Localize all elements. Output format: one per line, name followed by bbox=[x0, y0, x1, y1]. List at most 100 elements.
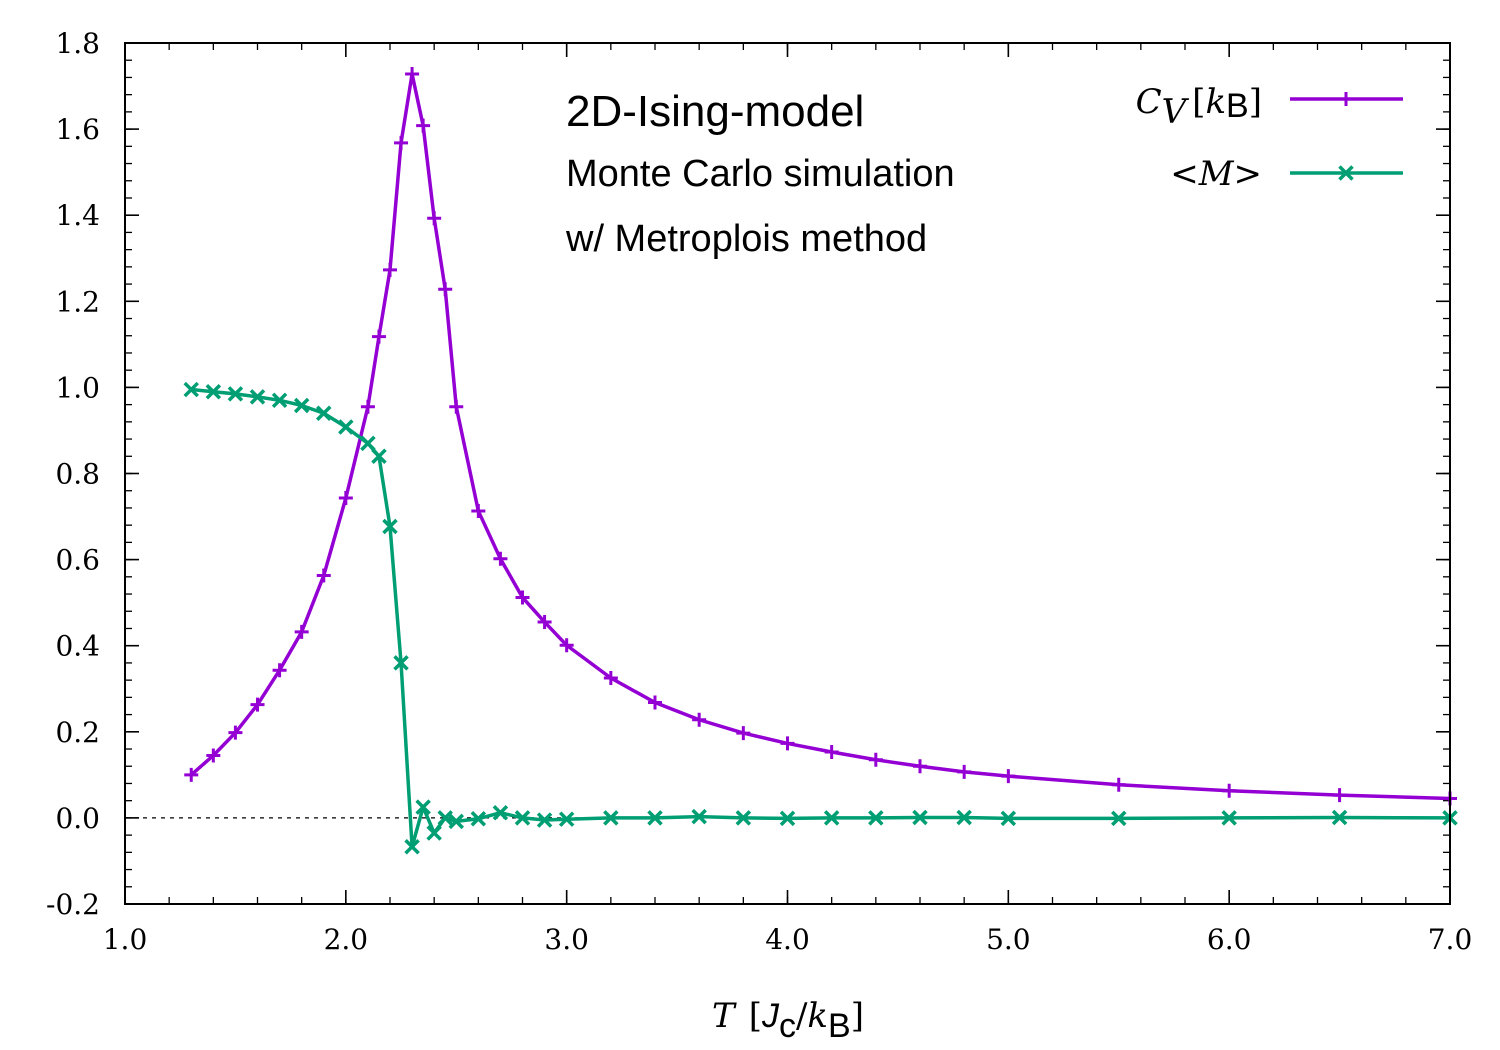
point-cv bbox=[383, 262, 397, 277]
point-cv bbox=[1222, 783, 1237, 798]
point-m bbox=[415, 799, 431, 815]
point-cv bbox=[206, 748, 221, 763]
legend-cv-var-sub: V bbox=[1162, 92, 1190, 132]
point-cv bbox=[272, 663, 287, 678]
point-cv bbox=[427, 211, 442, 226]
point-cv bbox=[493, 551, 508, 566]
y-tick-label: 1.2 bbox=[55, 285, 100, 318]
x-axis-var: T bbox=[712, 996, 737, 1036]
x-tick-label: 3.0 bbox=[544, 923, 589, 956]
point-m bbox=[360, 435, 376, 452]
point-cv bbox=[438, 282, 453, 297]
point-m bbox=[404, 839, 420, 855]
point-m bbox=[912, 809, 928, 826]
point-m bbox=[393, 655, 409, 671]
legend-marker-m-glyph bbox=[1338, 165, 1354, 181]
point-cv bbox=[184, 767, 199, 782]
point-cv bbox=[515, 590, 530, 605]
point-m bbox=[382, 518, 398, 535]
point-m bbox=[536, 812, 553, 828]
point-cv bbox=[868, 752, 883, 767]
annotation-title: 2D-Ising-model bbox=[566, 87, 864, 136]
point-cv bbox=[371, 329, 386, 344]
point-m bbox=[779, 810, 796, 827]
point-m bbox=[316, 405, 332, 421]
point-m bbox=[271, 392, 288, 409]
point-m bbox=[868, 810, 884, 826]
legend-cv-unit: k bbox=[1205, 82, 1226, 122]
y-tick-label: 0.4 bbox=[55, 630, 100, 663]
legend-cv-close: ] bbox=[1249, 82, 1262, 122]
point-cv bbox=[957, 764, 972, 779]
x-axis-unit-a-sub: c bbox=[779, 1007, 796, 1045]
legend-marker-cv-glyph bbox=[1339, 92, 1353, 106]
x-axis-label: T [Jc/kB] bbox=[712, 996, 864, 1045]
point-m bbox=[448, 813, 464, 830]
x-axis-slash: / bbox=[796, 996, 808, 1036]
y-tick-label: 0.6 bbox=[55, 544, 100, 577]
point-m bbox=[603, 810, 619, 826]
x-tick-label: 5.0 bbox=[986, 923, 1031, 956]
legend-cv-var: C bbox=[1136, 82, 1162, 122]
point-m bbox=[437, 810, 453, 826]
point-m bbox=[338, 419, 354, 435]
x-tick-label: 1.0 bbox=[103, 923, 148, 956]
x-axis-close: ] bbox=[851, 996, 864, 1036]
point-cv bbox=[449, 399, 464, 414]
point-m bbox=[514, 810, 531, 826]
annotation-line-1: Monte Carlo simulation bbox=[566, 153, 955, 195]
point-m bbox=[558, 811, 575, 827]
point-m bbox=[492, 804, 509, 821]
series-markers bbox=[183, 66, 1458, 855]
legend: CV [kB] <M> bbox=[1136, 82, 1403, 194]
legend-cv-unit-sub: B bbox=[1226, 87, 1249, 125]
point-m bbox=[426, 825, 442, 841]
point-m bbox=[227, 386, 244, 402]
point-cv bbox=[559, 638, 574, 653]
x-tick-labels: 1.0 2.0 3.0 4.0 5.0 6.0 7.0 bbox=[103, 923, 1473, 956]
y-tick-label: 0.2 bbox=[55, 716, 100, 749]
y-tick-label: 1.4 bbox=[55, 199, 100, 232]
legend-label-m: <M> bbox=[1170, 154, 1262, 194]
plot-frame bbox=[124, 42, 1451, 905]
point-cv bbox=[1001, 769, 1016, 784]
x-axis-unit-a: J bbox=[761, 997, 780, 1035]
point-cv bbox=[316, 568, 331, 583]
point-m bbox=[647, 810, 663, 826]
x-tick-label: 2.0 bbox=[324, 923, 369, 956]
x-axis-unit-b: k bbox=[807, 996, 828, 1036]
point-cv bbox=[405, 66, 420, 81]
series-line-cv bbox=[190, 72, 1451, 801]
point-cv bbox=[294, 624, 309, 639]
point-m bbox=[371, 448, 387, 465]
point-cv bbox=[250, 697, 265, 712]
point-m bbox=[205, 383, 222, 400]
point-m bbox=[735, 810, 752, 826]
point-cv bbox=[780, 736, 795, 751]
point-cv bbox=[736, 726, 751, 741]
y-tick-labels: -0.2 0.0 0.2 0.4 0.6 0.8 1.0 1.2 1.4 1.6 1.8 bbox=[46, 27, 100, 921]
y-tick-label: -0.2 bbox=[46, 888, 100, 921]
point-cv bbox=[1111, 777, 1126, 792]
x-axis-unit-b-sub: B bbox=[828, 1007, 851, 1045]
point-cv bbox=[360, 399, 375, 414]
point-m bbox=[470, 811, 487, 827]
point-cv bbox=[394, 135, 409, 150]
y-tick-label: 0.8 bbox=[55, 458, 100, 491]
point-m bbox=[823, 810, 840, 826]
x-axis-open: [ bbox=[749, 996, 762, 1036]
point-m bbox=[956, 809, 972, 826]
x-tick-label: 6.0 bbox=[1207, 923, 1252, 956]
point-cv bbox=[692, 712, 707, 727]
point-cv bbox=[471, 503, 486, 518]
point-m bbox=[293, 397, 310, 414]
point-m bbox=[1221, 810, 1237, 826]
point-m bbox=[691, 808, 707, 825]
legend-marker-m bbox=[1338, 165, 1354, 181]
y-tick-label: 1.8 bbox=[55, 27, 100, 60]
point-cv bbox=[824, 745, 839, 760]
x-tick-label: 7.0 bbox=[1428, 923, 1473, 956]
point-cv bbox=[416, 118, 431, 133]
point-cv bbox=[648, 695, 662, 710]
